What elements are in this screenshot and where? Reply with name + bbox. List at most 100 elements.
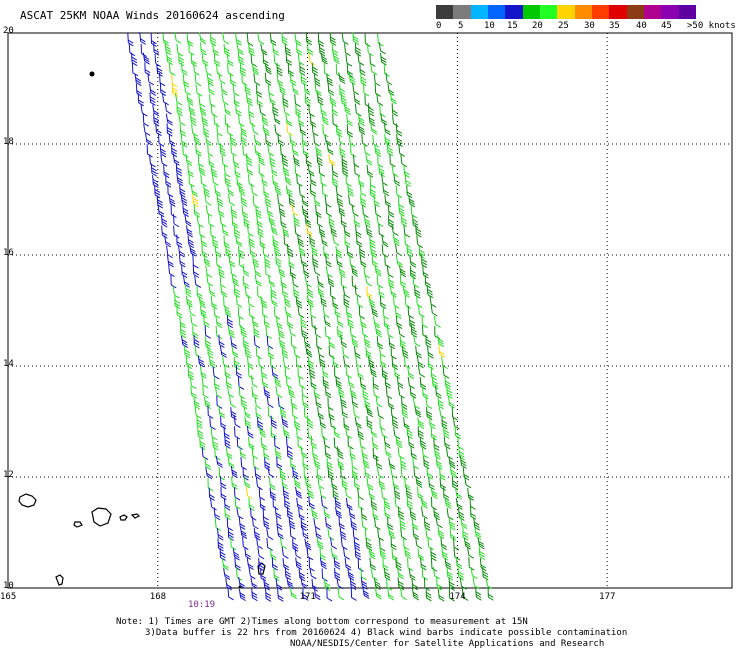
wind-barb-feather	[333, 364, 339, 369]
wind-barb-feather	[289, 520, 295, 525]
wind-barb-feather	[153, 51, 160, 56]
wind-barb-feather	[296, 364, 302, 369]
wind-barb-feather	[333, 55, 340, 60]
wind-barb-feather	[325, 140, 332, 145]
wind-barb-feather	[240, 455, 247, 459]
wind-barb-feather	[348, 445, 354, 450]
wind-barb-feather	[365, 406, 371, 411]
wind-barb-feather	[349, 76, 355, 80]
wind-barb-staff	[318, 163, 321, 174]
wind-barb-feather	[388, 284, 395, 289]
wind-barb-staff	[271, 174, 275, 185]
note-line-3: NOAA/NESDIS/Center for Satellite Applica…	[290, 639, 605, 649]
wind-barb-feather	[420, 386, 427, 390]
wind-barb-feather	[382, 243, 389, 248]
wind-barb-feather	[160, 148, 166, 153]
wind-barb-staff	[315, 526, 317, 537]
wind-barb-feather	[400, 345, 406, 350]
wind-barb-feather	[422, 515, 428, 519]
wind-barb-feather	[300, 129, 306, 134]
wind-barb-feather	[293, 473, 299, 477]
wind-barb-feather	[208, 223, 215, 228]
wind-barb-feather	[228, 534, 234, 539]
wind-barb-feather	[180, 132, 186, 137]
wind-barb-feather	[419, 252, 425, 257]
wind-barb-feather	[392, 232, 399, 237]
wind-barb-feather	[172, 83, 178, 88]
wind-barb-feather	[220, 147, 226, 152]
wind-barb-feather	[323, 314, 330, 318]
wind-barb-feather	[169, 198, 175, 202]
wind-barb-feather	[410, 516, 417, 521]
wind-barb-feather	[271, 432, 277, 437]
wind-barb-feather	[337, 321, 344, 326]
wind-barb-feather	[355, 231, 362, 236]
wind-barb-staff	[181, 62, 183, 73]
wind-barb-feather	[185, 288, 192, 292]
wind-barb-feather	[475, 591, 482, 596]
wind-barb-feather	[211, 171, 218, 176]
wind-barb-feather	[262, 122, 269, 126]
wind-barb-feather	[398, 510, 404, 515]
island-outline	[119, 514, 128, 521]
wind-barb-feather	[346, 311, 353, 316]
wind-barb-feather	[340, 399, 347, 404]
wind-barb-staff	[172, 286, 175, 296]
wind-barb-feather	[286, 384, 293, 389]
wind-barb-feather	[462, 597, 469, 601]
wind-barb-feather	[284, 434, 290, 439]
wind-barb-staff	[380, 113, 383, 122]
wind-barb-feather	[336, 193, 343, 198]
wind-barb-feather	[388, 594, 394, 598]
wind-barb-feather	[293, 283, 299, 288]
colorbar-label: 10	[484, 21, 495, 31]
wind-barb-feather	[277, 69, 283, 74]
wind-barb-feather	[384, 322, 390, 327]
wind-barb-feather	[320, 560, 327, 565]
wind-barb-feather	[457, 506, 463, 510]
wind-barb-staff	[217, 134, 219, 144]
wind-barb-feather	[208, 88, 215, 93]
wind-barb-staff	[455, 556, 458, 566]
wind-barb-feather	[253, 71, 259, 76]
wind-barb-staff	[313, 385, 316, 396]
wind-barb-feather	[170, 203, 176, 207]
wind-barb-feather	[449, 587, 455, 591]
wind-barb-staff	[276, 516, 278, 527]
wind-barb-feather	[234, 291, 240, 295]
wind-barb-feather	[346, 434, 352, 439]
wind-barb-feather	[165, 51, 172, 56]
wind-barb-staff	[427, 537, 430, 547]
wind-barb-feather	[262, 314, 268, 319]
wind-barb-staff	[317, 406, 320, 417]
wind-barb-feather	[324, 321, 331, 325]
wind-barb-feather	[474, 585, 480, 590]
wind-barb-feather	[263, 456, 270, 460]
wind-barb-feather	[301, 324, 307, 329]
wind-barb-feather	[465, 545, 471, 550]
wind-barb-feather	[347, 70, 353, 75]
wind-barb-feather	[278, 139, 284, 144]
wind-barb-feather	[412, 583, 418, 588]
wind-barb-feather	[247, 495, 253, 500]
wind-barb-feather	[211, 436, 218, 441]
wind-barb-staff	[234, 426, 236, 437]
wind-barb-feather	[436, 394, 442, 399]
wind-barb-feather	[332, 49, 338, 54]
wind-barb-feather	[380, 353, 386, 358]
wind-barb-feather	[213, 375, 220, 380]
wind-barb-feather	[252, 585, 258, 590]
wind-barb-feather	[264, 132, 270, 137]
wind-barb-feather	[309, 505, 315, 510]
colorbar-segment	[522, 5, 540, 19]
wind-barb-feather	[375, 328, 382, 333]
wind-barb-staff	[285, 436, 288, 447]
wind-barb-feather	[244, 86, 251, 91]
wind-barb-feather	[355, 49, 361, 54]
wind-barb-feather	[434, 335, 441, 340]
wind-barb-feather	[241, 128, 247, 133]
wind-barb-feather	[270, 163, 276, 168]
wind-barb-feather	[278, 142, 284, 147]
wind-barb-feather	[252, 321, 259, 326]
